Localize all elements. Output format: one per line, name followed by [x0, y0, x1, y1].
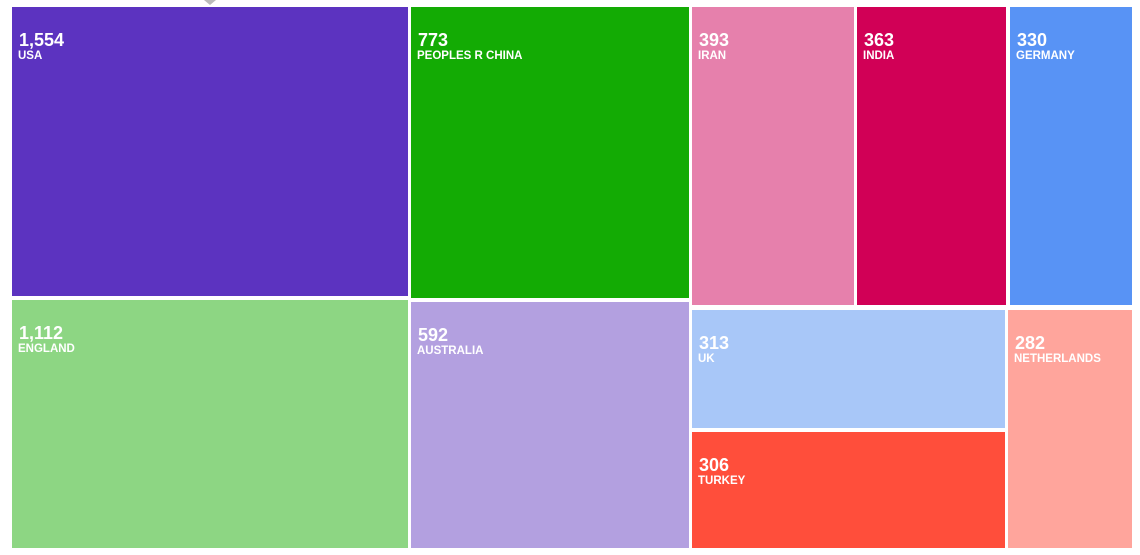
value-label: 306 — [699, 455, 729, 475]
value-label: 282 — [1015, 333, 1045, 353]
tile — [692, 310, 1005, 428]
tile-label: PEOPLES R CHINA — [417, 50, 522, 62]
tile — [12, 7, 408, 296]
value-label: 592 — [418, 325, 448, 345]
tile — [1008, 310, 1132, 548]
tile — [1010, 7, 1132, 305]
tile — [411, 7, 689, 298]
tile — [692, 7, 854, 305]
tile — [12, 300, 408, 548]
tile-label: INDIA — [863, 50, 894, 62]
tile-label: TURKEY — [698, 475, 746, 487]
value-label: 1,112 — [19, 323, 63, 343]
value-label: 1,554 — [19, 30, 64, 50]
tile-label: USA — [18, 50, 42, 62]
value-label: 393 — [699, 30, 729, 50]
tile — [857, 7, 1006, 305]
value-label: 330 — [1017, 30, 1047, 50]
tile — [692, 432, 1005, 548]
tile-label: IRAN — [698, 50, 726, 62]
tile — [411, 302, 689, 548]
pointer — [204, 0, 216, 5]
value-label: 773 — [418, 30, 448, 50]
tile-label: NETHERLANDS — [1014, 353, 1101, 365]
tile-label: ENGLAND — [18, 343, 75, 355]
tile-label: AUSTRALIA — [417, 345, 483, 357]
value-label: 313 — [699, 333, 729, 353]
value-label: 363 — [864, 30, 894, 50]
tile-label: UK — [698, 353, 715, 365]
tile-label: GERMANY — [1016, 50, 1075, 62]
